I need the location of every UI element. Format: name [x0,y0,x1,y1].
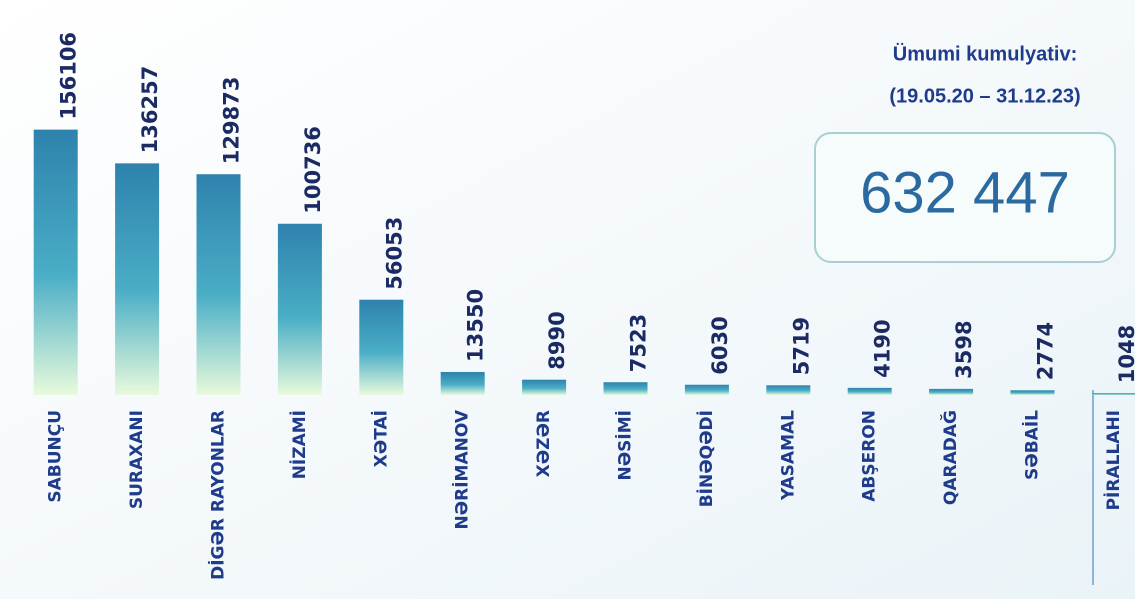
x-tick-label: SABUNÇU [46,410,66,503]
bar [684,384,729,395]
total-value: 632 447 [860,160,1070,225]
x-tick-label: NƏRİMANOV [451,409,473,529]
x-tick-label: SƏBAİL [1021,410,1043,480]
x-tick-label: XƏTAİ [369,410,391,467]
bar [1091,393,1135,395]
bar [33,129,78,395]
x-tick-label: XƏZƏR [534,410,554,477]
x-tick-label: BİNƏQƏDİ [695,410,717,507]
note-title: Ümumi kumulyativ: [893,42,1077,65]
bar [929,388,974,395]
note-period: (19.05.20 – 31.12.23) [889,85,1080,107]
value-label: 136257 [138,66,162,154]
value-label: 6030 [708,316,732,374]
bar [1010,390,1055,395]
value-label: 100736 [301,126,325,214]
value-label: 129873 [220,77,244,165]
value-label: 8990 [545,311,569,369]
x-tick-label: DİGƏR RAYONLAR [207,410,229,580]
total-box [814,132,1116,263]
value-label: 1048 [1115,325,1135,383]
value-label: 7523 [627,314,651,372]
value-label: 3598 [952,320,976,378]
value-label: 2774 [1034,322,1058,380]
x-tick-label: ABŞERON [860,410,880,502]
x-tick-label: PİRALLAHI [1102,410,1124,510]
bar [603,382,648,395]
x-tick-label: QARADAĞ [939,410,961,505]
bar [522,379,567,395]
bar [277,223,322,395]
x-tick-label: NƏSİMİ [614,410,636,480]
value-label: 56053 [382,217,406,290]
bar [847,387,892,395]
bar [196,174,241,395]
bar [766,385,811,395]
x-tick-label: SURAXANI [127,410,147,509]
value-label: 156106 [57,32,81,120]
value-label: 4190 [871,319,895,377]
value-label: 13550 [464,289,488,362]
x-tick-label: NİZAMİ [288,410,310,479]
value-label: 5719 [789,317,813,375]
x-tick-label: YASAMAL [778,410,798,501]
bar [440,371,485,395]
bar [359,299,404,395]
bar [115,163,160,395]
